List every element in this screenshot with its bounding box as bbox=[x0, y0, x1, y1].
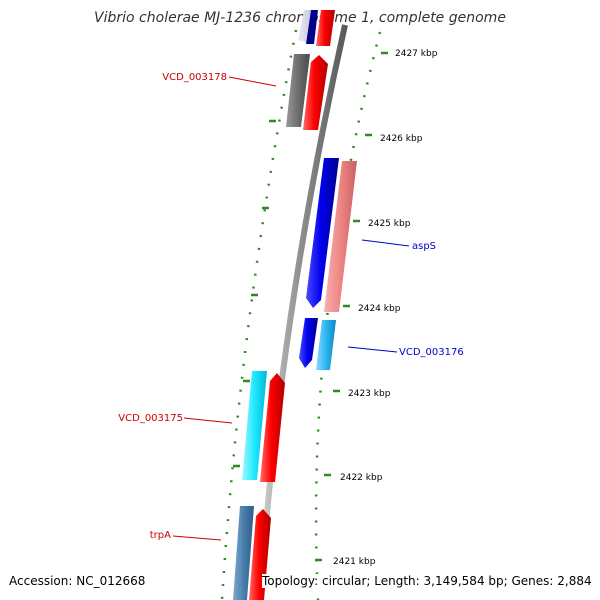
map-title: Vibrio cholerae MJ-1236 chromosome 1, co… bbox=[94, 10, 506, 26]
accession-text: Accession: NC_012668 bbox=[9, 574, 146, 588]
tick-label: 2422 kbp bbox=[340, 473, 383, 483]
gene-label-trpa: trpA bbox=[150, 530, 171, 541]
feature-steel-trpa bbox=[233, 506, 254, 600]
gene-label-vcd003176: VCD_003176 bbox=[399, 347, 464, 358]
leader-line-asps bbox=[361, 239, 410, 247]
feature-red-vcd003178-pair bbox=[303, 55, 328, 130]
feature-blue-vcd003176 bbox=[299, 318, 318, 368]
gene-label-vcd003178: VCD_003178 bbox=[162, 72, 227, 83]
leader-line-trpa bbox=[172, 535, 222, 541]
feature-blue-asps bbox=[306, 158, 339, 308]
gene-label-vcd003175: VCD_003175 bbox=[118, 413, 183, 424]
tick-label: 2423 kbp bbox=[348, 389, 391, 399]
feature-navy-fragment bbox=[306, 10, 318, 44]
outer-dotted-track bbox=[314, 31, 382, 600]
leader-line-vcd003175 bbox=[183, 417, 233, 424]
leader-line-vcd003178 bbox=[228, 76, 277, 87]
feature-pink-asps bbox=[324, 161, 357, 312]
genome-summary-text: Topology: circular; Length: 3,149,584 bp… bbox=[262, 574, 596, 588]
feature-sky-vcd003176 bbox=[316, 320, 336, 370]
feature-gray-vcd003178 bbox=[286, 54, 310, 127]
tick-label: 2424 kbp bbox=[358, 304, 401, 314]
tick-label: 2425 kbp bbox=[368, 219, 411, 229]
tick-label: 2421 kbp bbox=[333, 557, 376, 567]
feature-red-top bbox=[316, 10, 335, 46]
feature-red-vcd003175-pair bbox=[260, 373, 285, 482]
leader-line-vcd003176 bbox=[347, 346, 398, 353]
gene-label-asps: aspS bbox=[412, 241, 436, 252]
feature-cyan-vcd003175 bbox=[242, 371, 267, 480]
ticks bbox=[233, 51, 388, 562]
tick-label: 2427 kbp bbox=[395, 49, 438, 59]
feature-lavender-fragment bbox=[298, 10, 311, 42]
tick-label: 2426 kbp bbox=[380, 134, 423, 144]
